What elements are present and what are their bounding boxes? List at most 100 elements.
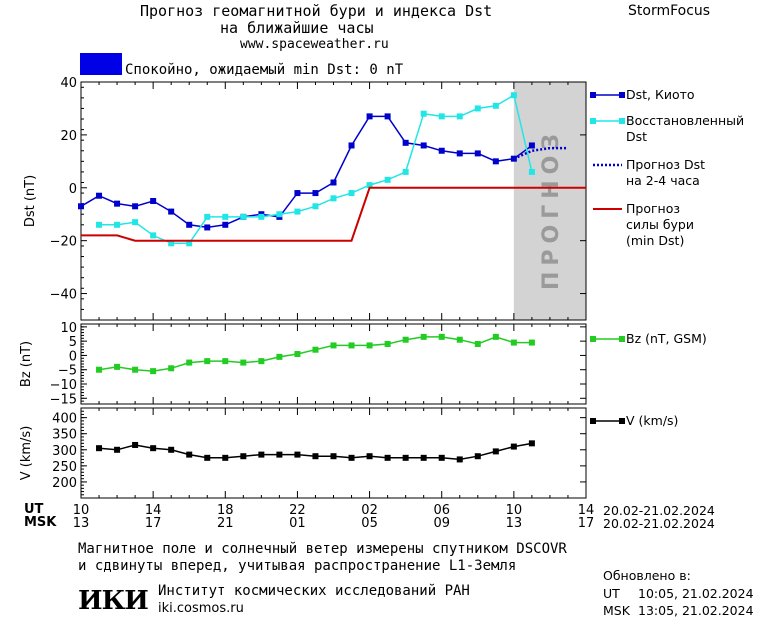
panel-1-ytick-label: 20 xyxy=(60,129,77,144)
bz-point xyxy=(366,342,373,349)
legend-dst-restored-2: Dst xyxy=(626,129,648,144)
msk-axis-label: MSK xyxy=(24,515,57,530)
updated-msk-label: MSK xyxy=(603,603,630,618)
dst-kyoto-point xyxy=(78,203,84,210)
status-text: Спокойно, ожидаемый min Dst: 0 nT xyxy=(125,62,404,78)
dst-restored-point xyxy=(114,221,121,228)
bz-legend-marker xyxy=(619,336,625,342)
v-point xyxy=(492,448,499,455)
dst-restored-point xyxy=(402,168,409,175)
updated-ut-value: 10:05, 21.02.2024 xyxy=(638,586,754,601)
msk-tick-label: 17 xyxy=(145,516,162,531)
msk-tick-label: 17 xyxy=(578,516,595,531)
legend-storm-forecast-2: силы бури xyxy=(626,217,694,232)
panel-2-ytick-label: 5 xyxy=(69,335,77,350)
bz-point xyxy=(420,333,427,340)
dst-kyoto-point xyxy=(204,224,211,231)
ut-tick-label: 22 xyxy=(289,503,306,518)
bz-point xyxy=(132,366,139,373)
panel-3-ytick-label: 300 xyxy=(52,444,77,459)
ut-tick-label: 10 xyxy=(506,503,523,518)
bz-point xyxy=(330,342,337,349)
dst-restored-point xyxy=(150,232,157,239)
dst-restored-line xyxy=(99,94,533,245)
bz-point xyxy=(150,368,157,375)
dst-restored-point xyxy=(240,213,247,220)
iki-logo: ИКИ xyxy=(78,586,149,616)
legend-storm-forecast-3: (min Dst) xyxy=(626,233,685,248)
dst-restored-point xyxy=(258,213,265,220)
updated-msk-value: 13:05, 21.02.2024 xyxy=(638,603,754,618)
dst-restored-point xyxy=(492,102,499,109)
dst-kyoto-point xyxy=(348,142,355,149)
dst-restored-point xyxy=(222,213,229,220)
site-url[interactable]: www.spaceweather.ru xyxy=(240,37,389,52)
ut-axis-label: UT xyxy=(24,502,44,517)
forecast-label: ПРОГНОЗ xyxy=(539,128,564,290)
panel-3-ytick-label: 250 xyxy=(52,460,77,475)
bz-point xyxy=(438,333,445,340)
msk-tick-label: 13 xyxy=(73,516,90,531)
msk-date-range: 20.02-21.02.2024 xyxy=(603,516,715,531)
v-point xyxy=(222,454,229,461)
dst-kyoto-line xyxy=(80,115,533,229)
v-point xyxy=(438,454,445,461)
dst-restored-point xyxy=(420,110,427,117)
dst-restored-point xyxy=(510,92,517,99)
legend-v: V (km/s) xyxy=(626,413,679,428)
dst-kyoto-point xyxy=(312,190,319,197)
dst-restored-point xyxy=(186,240,193,247)
dst-restored-point xyxy=(474,105,481,112)
bz-point xyxy=(384,341,391,347)
panel-3-ytick-label: 350 xyxy=(52,428,77,443)
msk-tick-label: 09 xyxy=(433,516,450,531)
dst-kyoto-point xyxy=(294,190,301,197)
dst-restored-legend-marker xyxy=(619,118,625,124)
panel-1-ytick-label: 0 xyxy=(69,182,77,197)
dst-kyoto-point xyxy=(384,113,391,120)
updated-ut-label: UT xyxy=(603,586,620,601)
v-point xyxy=(96,445,103,452)
bz-point xyxy=(96,366,103,373)
panel-1-ylabel: Dst (nT) xyxy=(23,175,38,227)
updated-title: Обновлено в: xyxy=(603,568,691,583)
v-point xyxy=(312,453,319,460)
dst-restored-point xyxy=(366,182,373,189)
dst-kyoto-point xyxy=(528,142,535,149)
dst-restored-point xyxy=(132,219,139,226)
bz-point xyxy=(168,365,175,372)
v-point xyxy=(276,451,283,458)
dst-restored-point xyxy=(528,168,535,175)
v-point xyxy=(168,446,175,453)
panel-2-ytick-label: 10 xyxy=(60,321,77,336)
ut-date-range: 20.02-21.02.2024 xyxy=(603,503,715,518)
legend-dst-forecast-1: Прогноз Dst xyxy=(626,157,706,172)
v-legend-marker xyxy=(619,418,625,424)
dst-kyoto-point xyxy=(474,150,481,157)
legend-storm-forecast-1: Прогноз xyxy=(626,201,681,216)
v-point xyxy=(384,454,391,461)
dst-kyoto-point xyxy=(222,221,229,228)
bz-point xyxy=(456,336,463,343)
bz-point xyxy=(258,358,265,365)
ut-tick-label: 14 xyxy=(578,503,595,518)
panel-3-frame xyxy=(80,407,587,499)
dst-kyoto-legend-marker xyxy=(590,92,596,98)
v-point xyxy=(132,441,139,448)
dst-restored-point xyxy=(438,113,445,120)
panel-3-ytick-label: 400 xyxy=(52,412,77,427)
bz-point xyxy=(276,353,283,360)
panel-2-ytick-label: −10 xyxy=(50,378,77,393)
panel-2-ytick-label: −5 xyxy=(58,364,77,379)
dst-kyoto-point xyxy=(510,155,517,162)
bz-point xyxy=(474,341,481,347)
ut-tick-label: 06 xyxy=(433,503,450,518)
panel-2-ylabel: Bz (nT) xyxy=(19,341,34,387)
legend-dst-kyoto: Dst, Киото xyxy=(626,87,695,102)
v-point xyxy=(366,453,373,460)
bz-point xyxy=(492,333,499,340)
institute-url[interactable]: iki.cosmos.ru xyxy=(158,601,244,616)
msk-tick-label: 13 xyxy=(506,516,523,531)
dst-kyoto-point xyxy=(168,208,175,215)
